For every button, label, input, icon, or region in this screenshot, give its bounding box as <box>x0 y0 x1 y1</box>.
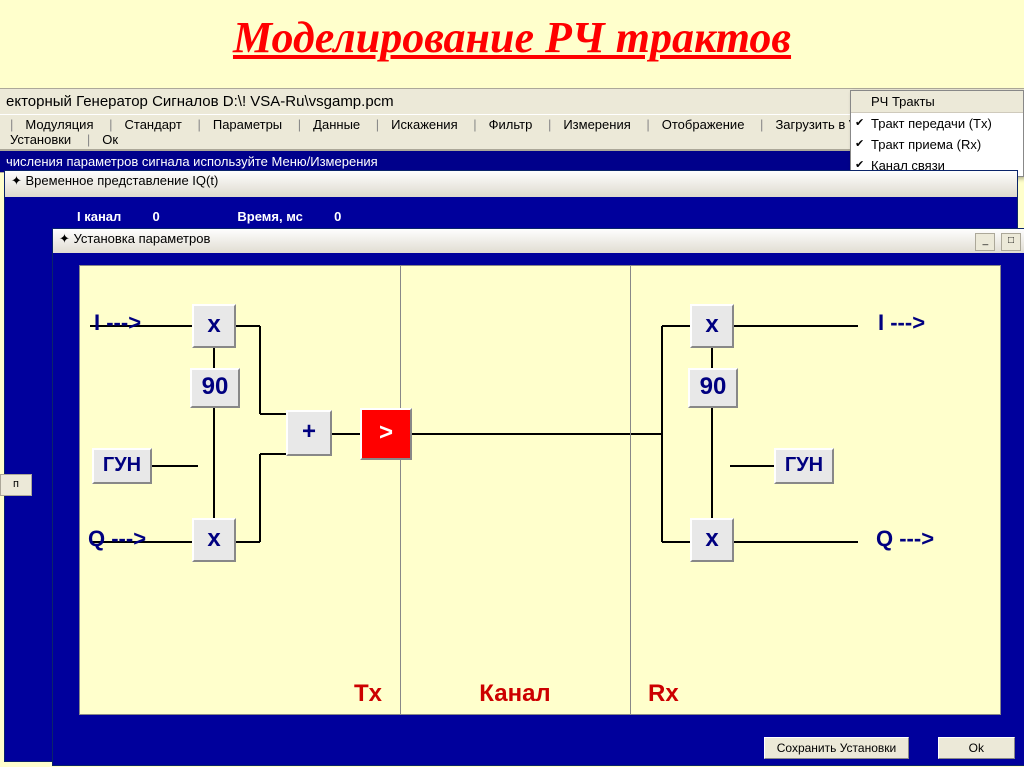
i-output-label: I ---> <box>878 310 925 336</box>
menu-item[interactable]: Фильтр <box>483 115 539 134</box>
menu-item[interactable]: Искажения <box>385 115 463 134</box>
i-input-label: I ---> <box>94 310 141 336</box>
param-window: ✦ Установка параметров _ □ <box>52 228 1024 766</box>
menu-item[interactable]: Стандарт <box>119 115 188 134</box>
check-icon: ✔ <box>855 137 864 150</box>
channel-panel: Канал <box>400 266 631 714</box>
menu-item[interactable]: Данные <box>307 115 366 134</box>
menu-item[interactable]: Отображение <box>656 115 751 134</box>
param-window-title: ✦ Установка параметров _ □ <box>53 229 1024 255</box>
rx-label: Rx <box>648 680 679 708</box>
dropdown-header: РЧ Тракты <box>851 91 1023 113</box>
ok-button[interactable]: Ok <box>938 737 1015 759</box>
q-input-label: Q ---> <box>88 526 146 552</box>
channel-label: Канал <box>400 680 630 708</box>
iq-window-title: ✦ Временное представление IQ(t) <box>5 171 1017 197</box>
dropdown-item[interactable]: ✔Тракт передачи (Tx) <box>851 113 1023 134</box>
minimize-button[interactable]: _ <box>975 233 995 251</box>
rx-panel: x x 90 ГУН I ---> Q ---> Rx <box>630 266 1000 714</box>
menu-item[interactable]: Установки <box>4 130 77 149</box>
iq-labels: I канал 0 Время, мс 0 <box>77 209 365 224</box>
vco-node[interactable]: ГУН <box>92 448 152 484</box>
phase-node[interactable]: 90 <box>190 368 240 408</box>
diagram-canvas: I ---> Q ---> x x 90 ГУН + > Tx Канал x … <box>79 265 1001 715</box>
menu-item[interactable]: Ок <box>96 130 124 149</box>
check-icon: ✔ <box>855 116 864 129</box>
summer-node[interactable]: + <box>286 410 332 456</box>
rf-tracts-dropdown: РЧ Тракты ✔Тракт передачи (Tx) ✔Тракт пр… <box>850 90 1024 177</box>
save-settings-button[interactable]: Сохранить Установки <box>764 737 909 759</box>
mixer-node[interactable]: x <box>690 518 734 562</box>
menu-item[interactable]: Параметры <box>207 115 288 134</box>
menu-item[interactable]: Измерения <box>557 115 636 134</box>
tx-label: Tx <box>354 680 382 708</box>
phase-node[interactable]: 90 <box>688 368 738 408</box>
mixer-node[interactable]: x <box>192 304 236 348</box>
left-widget[interactable]: п <box>0 474 32 496</box>
mixer-node[interactable]: x <box>690 304 734 348</box>
maximize-button[interactable]: □ <box>1001 233 1021 251</box>
slide-title: Моделирование РЧ трактов <box>0 12 1024 63</box>
dropdown-item[interactable]: ✔Тракт приема (Rx) <box>851 134 1023 155</box>
mixer-node[interactable]: x <box>192 518 236 562</box>
vco-node[interactable]: ГУН <box>774 448 834 484</box>
q-output-label: Q ---> <box>876 526 934 552</box>
tx-panel: I ---> Q ---> x x 90 ГУН + > Tx <box>80 266 401 714</box>
